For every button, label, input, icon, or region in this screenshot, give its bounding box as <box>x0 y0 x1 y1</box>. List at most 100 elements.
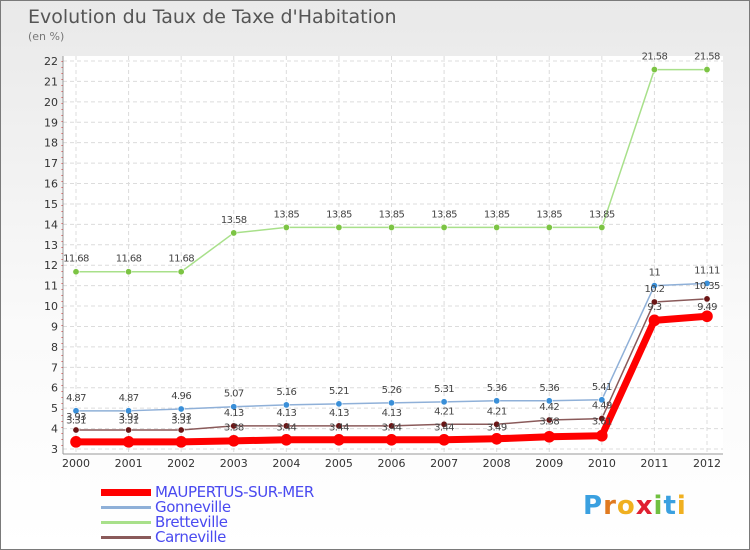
data-label: 4.87 <box>119 393 139 404</box>
data-point <box>703 295 711 303</box>
data-point <box>493 223 501 231</box>
data-point <box>333 434 345 446</box>
data-label: 3.38 <box>224 423 244 434</box>
data-point <box>703 279 711 287</box>
data-point <box>387 223 395 231</box>
data-label: 3.44 <box>276 423 296 434</box>
data-label: 3.93 <box>171 412 191 423</box>
chart-subtitle: (en %) <box>28 30 65 43</box>
data-point <box>490 432 503 445</box>
x-tick-label: 2001 <box>115 457 143 470</box>
data-point <box>438 434 450 446</box>
data-point <box>598 223 606 231</box>
logo-letter: r <box>603 491 617 521</box>
legend-item-gonneville[interactable]: Gonneville <box>101 498 401 516</box>
x-tick-label: 2002 <box>167 457 195 470</box>
data-label: 4.42 <box>539 402 559 413</box>
data-point <box>385 434 398 446</box>
y-tick-label: 8 <box>51 341 58 354</box>
data-point <box>387 422 395 430</box>
y-tick-label: 18 <box>44 137 58 150</box>
chart-title: Evolution du Taux de Taxe d'Habitation <box>28 6 397 28</box>
legend-label-bretteville: Bretteville <box>155 513 228 531</box>
data-label: 13.85 <box>484 209 510 220</box>
data-label: 13.85 <box>536 209 562 220</box>
data-label: 4.13 <box>224 408 244 419</box>
data-point <box>72 426 80 434</box>
data-label: 13.85 <box>589 209 615 220</box>
y-tick-label: 17 <box>44 157 58 170</box>
x-tick-label: 2004 <box>272 457 300 470</box>
data-point <box>598 415 606 423</box>
data-point <box>177 268 185 276</box>
data-label: 21.58 <box>642 52 668 63</box>
data-point <box>493 420 501 428</box>
legend-label-gonneville: Gonneville <box>155 498 231 516</box>
data-label: 3.31 <box>119 415 139 426</box>
y-tick-label: 21 <box>44 75 58 88</box>
data-point <box>177 426 185 434</box>
data-point <box>335 422 343 430</box>
legend-swatch-maupertus <box>101 489 151 496</box>
data-label: 4.21 <box>487 406 507 417</box>
data-point <box>72 268 80 276</box>
logo-letter: t <box>663 491 677 521</box>
y-tick-label: 22 <box>44 55 58 68</box>
data-point <box>230 403 238 411</box>
data-point <box>125 268 133 276</box>
y-tick-label: 16 <box>44 178 58 191</box>
data-label: 5.36 <box>487 383 507 394</box>
data-point <box>650 66 658 74</box>
data-label: 3.49 <box>487 423 507 434</box>
x-tick-label: 2006 <box>378 457 406 470</box>
data-point <box>650 282 658 290</box>
data-label: 5.36 <box>539 383 559 394</box>
data-label: 3.44 <box>434 423 454 434</box>
data-label: 3.31 <box>171 415 191 426</box>
x-tick-label: 2011 <box>640 457 668 470</box>
x-tick-label: 2007 <box>430 457 458 470</box>
data-point <box>177 405 185 413</box>
x-tick-label: 2010 <box>588 457 616 470</box>
legend-item-maupertus[interactable]: MAUPERTUS-SUR-MER <box>101 484 401 501</box>
data-label: 11.68 <box>168 254 194 265</box>
logo-letter: o <box>616 491 636 521</box>
legend-swatch-carneville <box>101 536 151 539</box>
y-tick-label: 19 <box>44 116 58 129</box>
legend-item-bretteville[interactable]: Bretteville <box>101 513 401 531</box>
data-label: 3.44 <box>382 423 402 434</box>
data-label: 10.2 <box>644 284 664 295</box>
data-label: 13.85 <box>379 209 405 220</box>
legend-swatch-bretteville <box>101 521 151 524</box>
data-label: 4.13 <box>329 408 349 419</box>
data-point <box>701 310 713 323</box>
x-tick-label: 2000 <box>62 457 90 470</box>
x-tick-label: 2003 <box>220 457 248 470</box>
data-point <box>125 407 133 415</box>
data-point <box>440 398 448 406</box>
data-label: 4.87 <box>66 393 86 404</box>
data-point <box>543 430 556 443</box>
legend-item-carneville[interactable]: Carneville <box>101 528 401 546</box>
legend-label-carneville: Carneville <box>155 528 226 546</box>
logo-letter: x <box>635 491 654 521</box>
data-label: 4.96 <box>171 391 191 402</box>
y-tick-label: 7 <box>51 361 58 374</box>
data-label: 13.85 <box>431 209 457 220</box>
data-label: 11.11 <box>694 265 720 276</box>
y-tick-label: 5 <box>51 402 58 415</box>
legend-swatch-gonneville <box>101 506 151 509</box>
y-tick-label: 4 <box>51 423 58 436</box>
data-label: 5.07 <box>224 389 244 400</box>
data-point <box>387 399 395 407</box>
data-point <box>493 397 501 405</box>
proxiti-logo: Proxiti <box>583 491 687 521</box>
data-label: 3.44 <box>329 423 349 434</box>
data-label: 3.93 <box>119 412 139 423</box>
data-label: 13.85 <box>274 209 300 220</box>
y-tick-label: 14 <box>44 218 58 231</box>
data-point <box>70 436 82 448</box>
logo-letter: i <box>676 491 687 521</box>
